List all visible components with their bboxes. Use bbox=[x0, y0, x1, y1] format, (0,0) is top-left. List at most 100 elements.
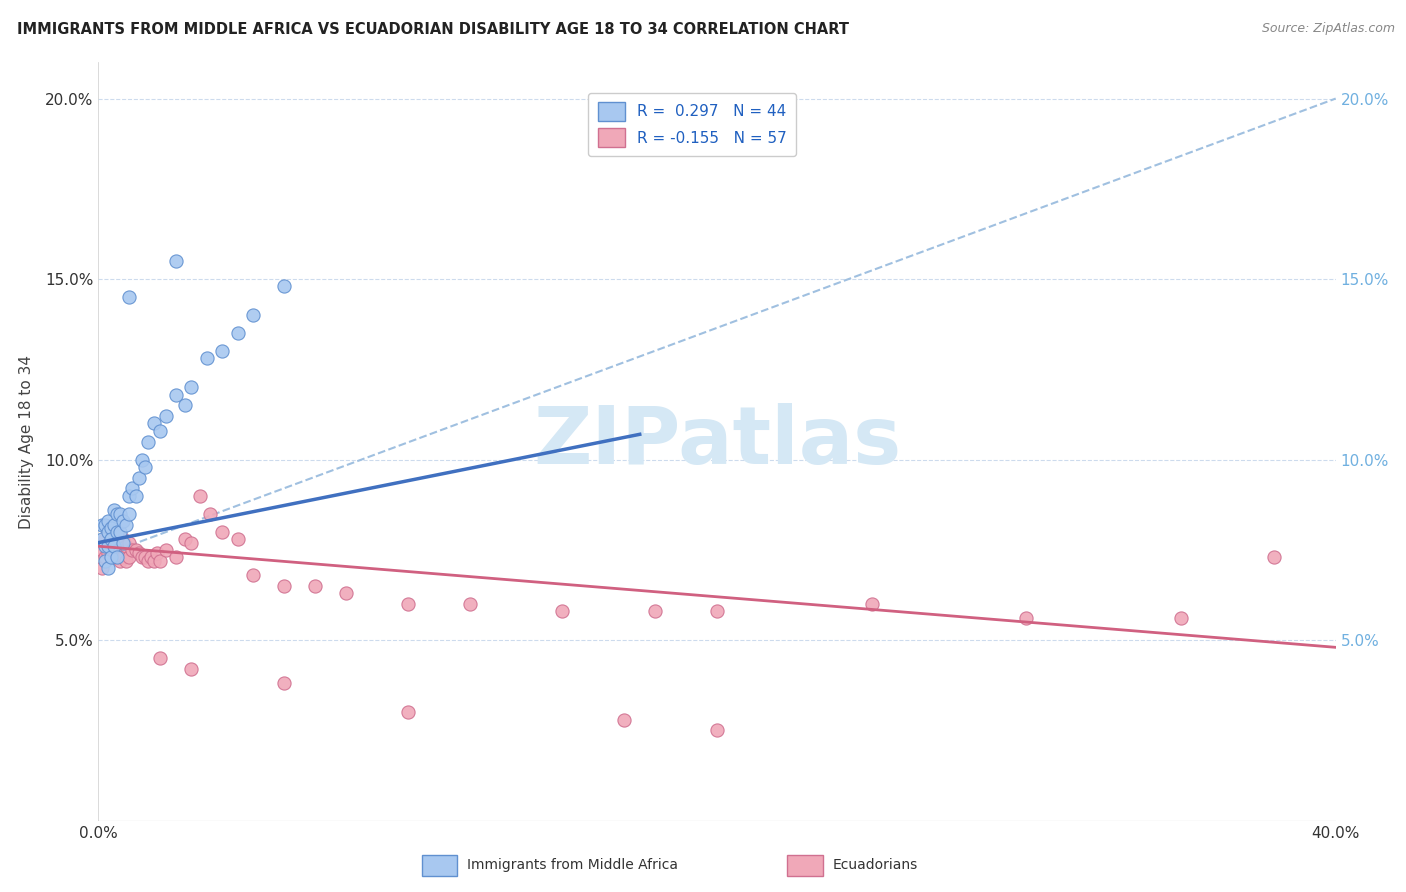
Point bbox=[165, 387, 187, 401]
Point bbox=[226, 326, 249, 341]
Point bbox=[105, 528, 128, 542]
Point bbox=[105, 524, 128, 539]
Point bbox=[121, 542, 143, 557]
Point bbox=[115, 517, 138, 532]
Point bbox=[198, 507, 221, 521]
Point bbox=[136, 554, 159, 568]
Point bbox=[118, 290, 141, 304]
Point bbox=[90, 542, 112, 557]
Point bbox=[108, 535, 131, 549]
Point bbox=[97, 524, 120, 539]
Point bbox=[108, 554, 131, 568]
Point bbox=[103, 517, 125, 532]
Point bbox=[174, 399, 197, 413]
Point bbox=[118, 489, 141, 503]
Text: Ecuadorians: Ecuadorians bbox=[832, 858, 918, 872]
Point bbox=[128, 470, 150, 484]
Point bbox=[118, 507, 141, 521]
Point bbox=[149, 554, 172, 568]
Point bbox=[105, 550, 128, 565]
Point bbox=[174, 532, 197, 546]
Point bbox=[90, 532, 112, 546]
Point bbox=[112, 535, 135, 549]
Point bbox=[136, 434, 159, 449]
Point bbox=[103, 550, 125, 565]
Point bbox=[105, 507, 128, 521]
Point bbox=[118, 550, 141, 565]
Point bbox=[396, 706, 419, 720]
Point bbox=[396, 597, 419, 611]
Point bbox=[304, 579, 326, 593]
Text: Source: ZipAtlas.com: Source: ZipAtlas.com bbox=[1261, 22, 1395, 36]
Text: IMMIGRANTS FROM MIDDLE AFRICA VS ECUADORIAN DISABILITY AGE 18 TO 34 CORRELATION : IMMIGRANTS FROM MIDDLE AFRICA VS ECUADOR… bbox=[17, 22, 849, 37]
Point bbox=[100, 550, 122, 565]
Point bbox=[1170, 611, 1192, 625]
Point bbox=[143, 554, 166, 568]
Point bbox=[90, 517, 112, 532]
Point bbox=[112, 514, 135, 528]
Point bbox=[211, 524, 233, 539]
Point bbox=[706, 604, 728, 618]
Point bbox=[860, 597, 883, 611]
Point bbox=[180, 662, 202, 676]
Point bbox=[458, 597, 481, 611]
FancyBboxPatch shape bbox=[422, 855, 457, 876]
Point bbox=[273, 676, 295, 690]
Point bbox=[706, 723, 728, 738]
Point bbox=[100, 521, 122, 535]
Point bbox=[121, 482, 143, 496]
Point bbox=[128, 546, 150, 560]
Point bbox=[118, 535, 141, 549]
Point bbox=[100, 550, 122, 565]
Point bbox=[100, 532, 122, 546]
Point bbox=[1263, 550, 1285, 565]
Point bbox=[551, 604, 574, 618]
Point bbox=[134, 459, 156, 474]
Point bbox=[124, 489, 146, 503]
Point bbox=[112, 532, 135, 546]
Point bbox=[105, 550, 128, 565]
Point bbox=[97, 524, 120, 539]
Point bbox=[108, 507, 131, 521]
Point bbox=[644, 604, 666, 618]
Point bbox=[93, 532, 115, 546]
Point bbox=[103, 539, 125, 553]
Point bbox=[97, 514, 120, 528]
Legend: R =  0.297   N = 44, R = -0.155   N = 57: R = 0.297 N = 44, R = -0.155 N = 57 bbox=[589, 93, 796, 156]
Point bbox=[211, 344, 233, 359]
Point bbox=[93, 550, 115, 565]
Point bbox=[195, 351, 218, 366]
Point bbox=[93, 539, 115, 553]
Point bbox=[165, 550, 187, 565]
Point bbox=[131, 550, 153, 565]
Point bbox=[103, 503, 125, 517]
Point bbox=[124, 542, 146, 557]
Point bbox=[165, 254, 187, 268]
Point bbox=[100, 532, 122, 546]
Point bbox=[149, 651, 172, 665]
Point bbox=[97, 546, 120, 560]
Point bbox=[139, 550, 162, 565]
Point bbox=[242, 308, 264, 322]
Point bbox=[180, 535, 202, 549]
Point bbox=[90, 561, 112, 575]
FancyBboxPatch shape bbox=[787, 855, 823, 876]
Point bbox=[93, 517, 115, 532]
Point bbox=[180, 380, 202, 394]
Point bbox=[97, 561, 120, 575]
Point bbox=[93, 554, 115, 568]
Point bbox=[97, 539, 120, 553]
Point bbox=[226, 532, 249, 546]
Point bbox=[273, 279, 295, 293]
Point bbox=[613, 713, 636, 727]
Point bbox=[134, 550, 156, 565]
Point bbox=[335, 586, 357, 600]
Point bbox=[108, 524, 131, 539]
Point bbox=[155, 542, 177, 557]
Point bbox=[190, 489, 212, 503]
Point bbox=[146, 546, 169, 560]
Point bbox=[1015, 611, 1038, 625]
Point bbox=[112, 550, 135, 565]
Point bbox=[115, 554, 138, 568]
Point bbox=[242, 568, 264, 582]
